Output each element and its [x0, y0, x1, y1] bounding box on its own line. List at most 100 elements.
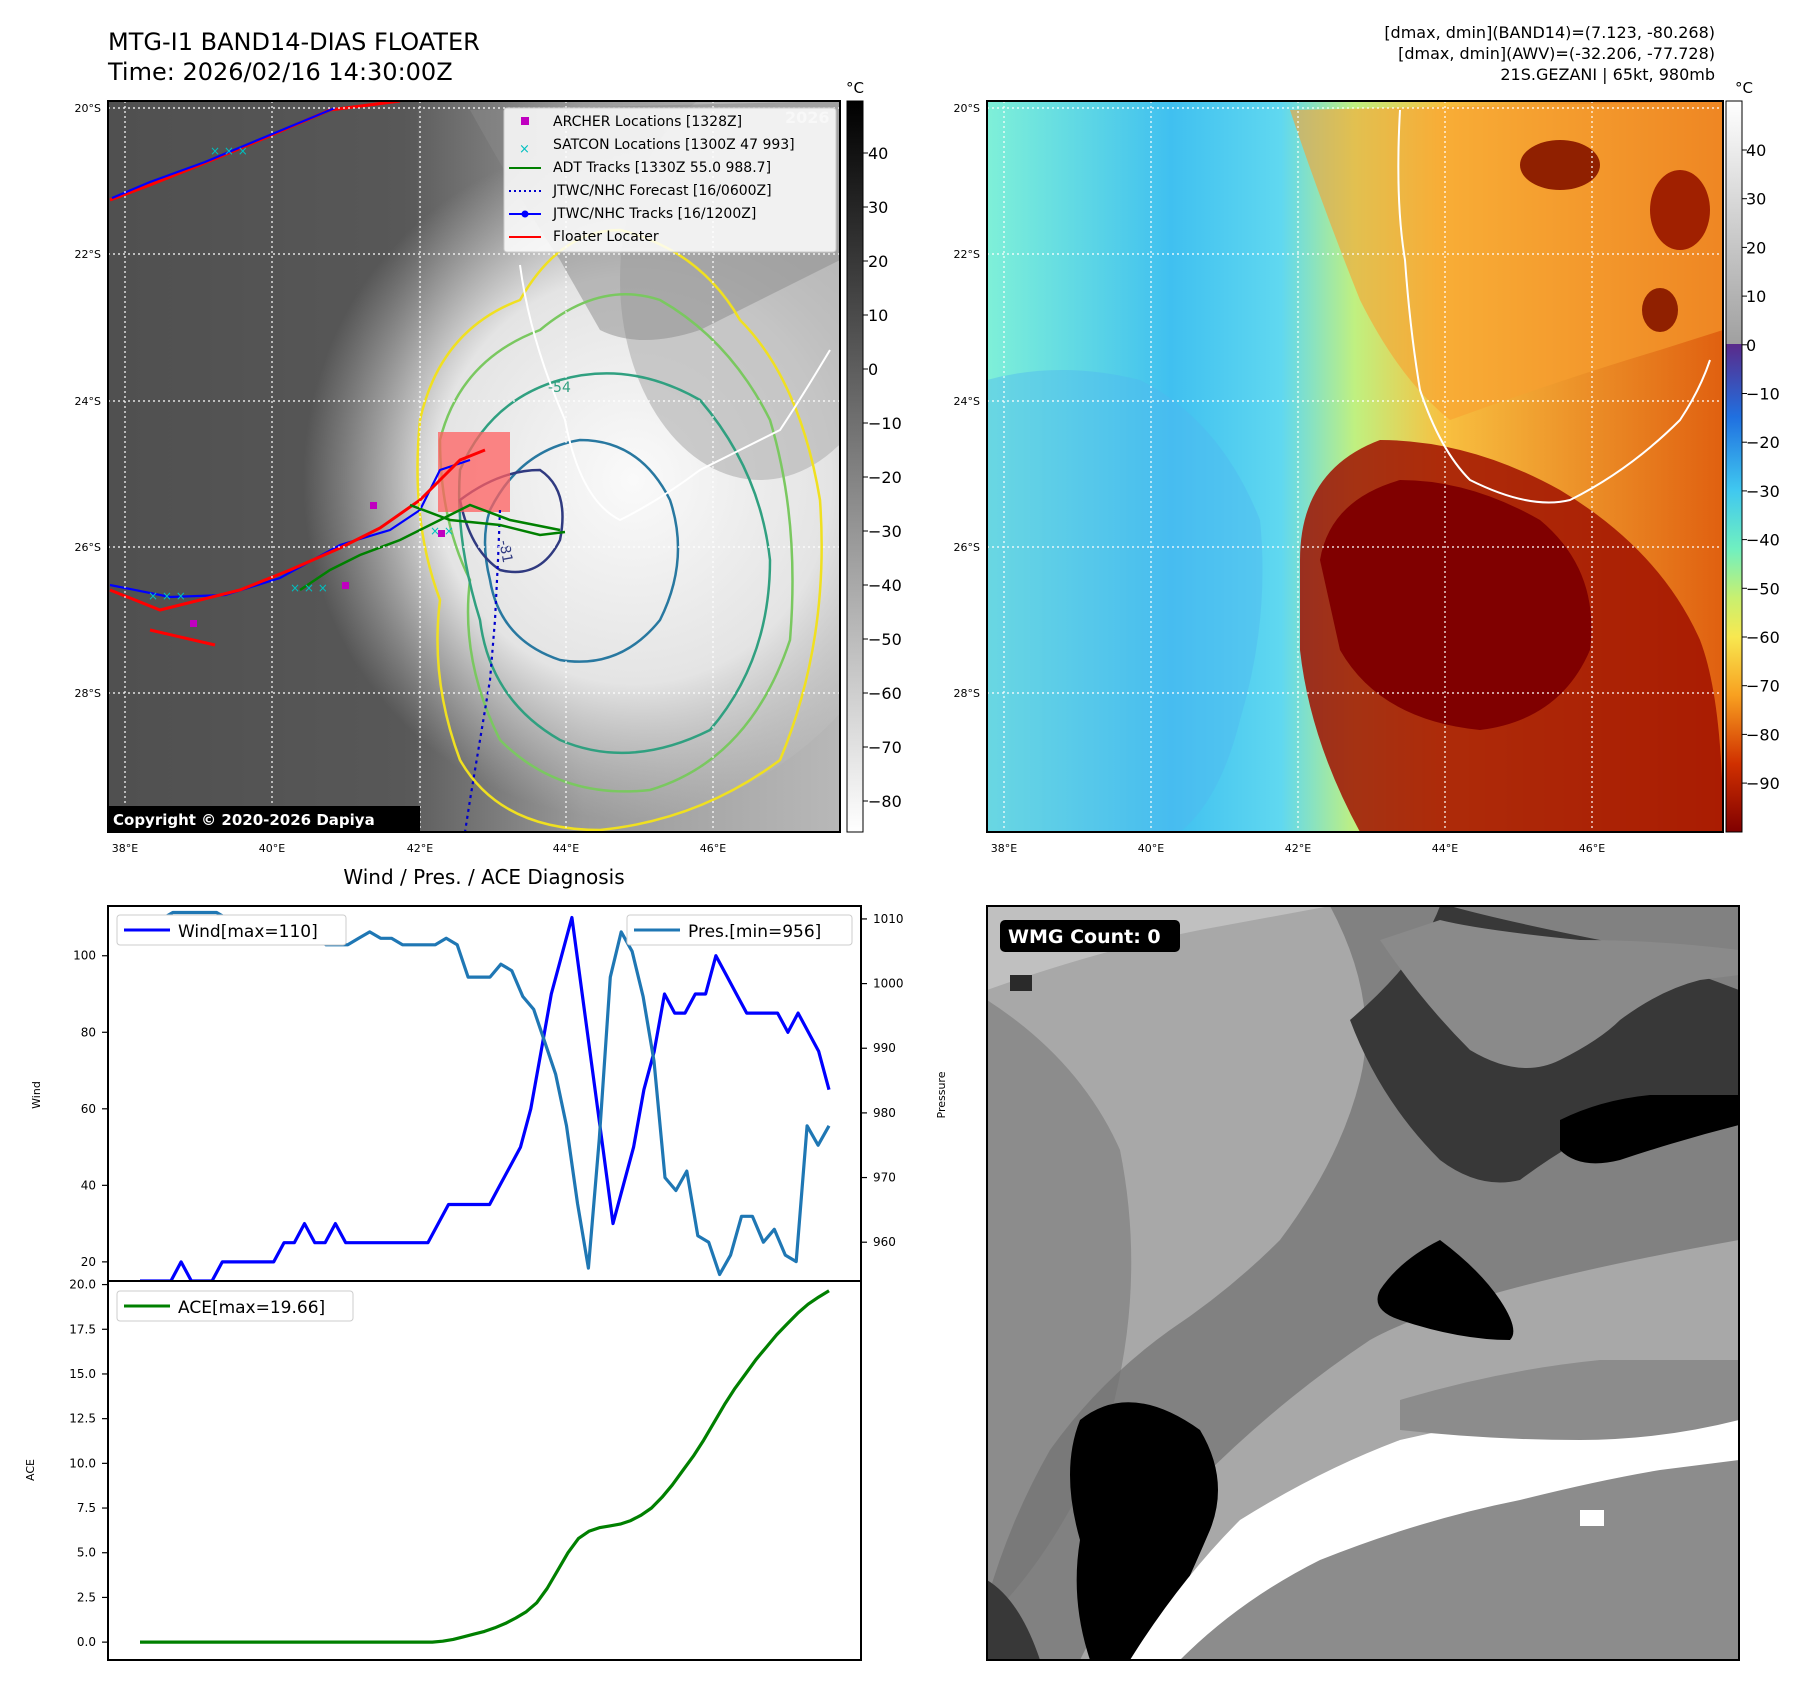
wv-map-lon-labels: 38°E 40°E 42°E 44°E 46°E [991, 842, 1605, 855]
contour-label-81: -81 [495, 539, 515, 564]
copyright-box [108, 806, 420, 832]
lat-label: 20°S [75, 102, 101, 115]
svg-text:× ×: × × [430, 524, 454, 538]
colorbar-tick-label: −60 [1746, 628, 1780, 647]
colorbar-tick-label: −40 [1746, 531, 1780, 550]
colorbar-tick-label: −60 [868, 684, 902, 703]
ace-legend-label: ACE[max=19.66] [178, 1298, 325, 1318]
y-tick-label-right: 990 [873, 1041, 896, 1055]
lat-label: 24°S [954, 395, 980, 408]
contour-label-54: -54 [548, 380, 571, 396]
colorbar-unit: °C [846, 79, 864, 97]
legend-satcon: SATCON Locations [1300Z 47 993] [553, 137, 795, 153]
lon-label: 42°E [407, 842, 433, 855]
y-tick-label: 20 [81, 1255, 96, 1269]
lat-label: 22°S [75, 248, 101, 261]
lat-label: 20°S [954, 102, 980, 115]
y-tick-label-right: 970 [873, 1171, 896, 1185]
wv-map-panel [987, 101, 1723, 832]
legend-forecast: JTWC/NHC Forecast [16/0600Z] [552, 183, 772, 199]
lon-label: 38°E [991, 842, 1017, 855]
wv-map-lat-labels: 20°S 22°S 24°S 26°S 28°S [954, 102, 980, 700]
lon-label: 46°E [1579, 842, 1605, 855]
colorbar-tick-label: −50 [868, 630, 902, 649]
wmg-panel [987, 906, 1739, 1660]
ace-legend: ACE[max=19.66] [116, 1290, 354, 1322]
wind-axis-label: Wind [30, 1081, 43, 1109]
lat-label: 28°S [75, 687, 101, 700]
y-tick-label: 7.5 [77, 1501, 96, 1515]
wind-legend: Wind[max=110] [116, 914, 347, 946]
diagnosis-title: Wind / Pres. / ACE Diagnosis [343, 865, 624, 889]
lat-label: 26°S [954, 541, 980, 554]
y-tick-label: 12.5 [69, 1412, 96, 1426]
lon-label: 40°E [1138, 842, 1164, 855]
y-tick-label-right: 960 [873, 1235, 896, 1249]
ir-colorbar: °C 40 30 20 10 0 −10 −20 −30 −40 −50 −60 −70 −80 [846, 79, 902, 833]
colorbar-tick-label: 30 [868, 198, 888, 217]
lon-label: 38°E [112, 842, 138, 855]
y-tick-label: 20.0 [69, 1278, 96, 1292]
colorbar-tick-label: 0 [1746, 336, 1756, 355]
lon-label: 44°E [1432, 842, 1458, 855]
legend-marker-archer [521, 117, 529, 125]
colorbar-tick-label: 10 [1746, 287, 1766, 306]
lon-label: 44°E [553, 842, 579, 855]
colorbar-tick-label: −90 [1746, 774, 1780, 793]
colorbar-tick-label: −30 [868, 522, 902, 541]
y-tick-label: 60 [81, 1102, 96, 1116]
ace-plot: 0.0 2.5 5.0 7.5 10.0 12.5 15.0 17.5 20.0 [69, 1278, 830, 1649]
lat-label: 28°S [954, 687, 980, 700]
ace-chart-frame [107, 1280, 862, 1661]
lon-label: 46°E [700, 842, 726, 855]
colorbar-tick-label: −50 [1746, 579, 1780, 598]
legend-jtwc: JTWC/NHC Tracks [16/1200Z] [552, 206, 756, 222]
series-line-ace [140, 1289, 830, 1644]
dmax-band14: [dmax, dmin](BAND14)=(7.123, -80.268) [1384, 23, 1715, 42]
wmg-count-box [1000, 920, 1180, 952]
figure-title: MTG-I1 BAND14-DIAS FLOATER [108, 28, 480, 56]
y-tick-label-right: 1000 [873, 977, 904, 991]
lon-label: 42°E [1285, 842, 1311, 855]
wv-colorbar: °C 40 30 20 10 0 −10 −20 −30 −40 −50 −60 −70 −80 −90 [1725, 79, 1780, 833]
y-tick-label: 5.0 [77, 1546, 96, 1560]
ir-map-lat-labels: 20°S 22°S 24°S 26°S 28°S [75, 102, 101, 700]
lat-label: 26°S [75, 541, 101, 554]
y-tick-label: 40 [81, 1178, 96, 1192]
copyright-text: Copyright © 2020-2026 Dapiya [113, 811, 375, 829]
colorbar-tick-label: −20 [1746, 433, 1780, 452]
ir-map-lon-labels: 38°E 40°E 42°E 44°E 46°E [112, 842, 726, 855]
colorbar-tick-label: −20 [868, 468, 902, 487]
y-tick-label: 80 [81, 1025, 96, 1039]
colorbar-tick-label: 10 [868, 306, 888, 325]
figure-time: Time: 2026/02/16 14:30:00Z [107, 58, 453, 86]
svg-text:× × ×: × × × [148, 589, 186, 603]
y-tick-label-right: 980 [873, 1106, 896, 1120]
legend-adt: ADT Tracks [1330Z 55.0 988.7] [553, 160, 771, 176]
lon-label: 40°E [259, 842, 285, 855]
wv-map-frame [986, 100, 1724, 833]
lat-label: 22°S [954, 248, 980, 261]
wind-legend-label: Wind[max=110] [178, 922, 318, 942]
colorbar-tick-label: 40 [868, 144, 888, 163]
dmax-awv: [dmax, dmin](AWV)=(-32.206, -77.728) [1398, 44, 1715, 63]
colorbar-tick-label: 30 [1746, 190, 1766, 209]
legend-marker-satcon: × [519, 142, 530, 157]
colorbar-tick-label: −40 [868, 576, 902, 595]
storm-info: 21S.GEZANI | 65kt, 980mb [1500, 65, 1715, 84]
wind-chart-frame [107, 905, 862, 1282]
legend-floater: Floater Locater [553, 229, 659, 245]
colorbar-tick-label: −80 [868, 792, 902, 811]
colorbar-tick-label: −30 [1746, 482, 1780, 501]
y-tick-label: 10.0 [69, 1456, 96, 1470]
colorbar-tick-label: −10 [1746, 385, 1780, 404]
colorbar-tick-label: 0 [868, 360, 878, 379]
colorbar-tick-label: −70 [868, 738, 902, 757]
colorbar-tick-label: −70 [1746, 677, 1780, 696]
series-line-wind [140, 915, 831, 1283]
y-tick-label: 17.5 [69, 1322, 96, 1336]
wmg-frame [986, 905, 1740, 1661]
legend-archer: ARCHER Locations [1328Z] [553, 114, 742, 130]
lat-label: 24°S [75, 395, 101, 408]
